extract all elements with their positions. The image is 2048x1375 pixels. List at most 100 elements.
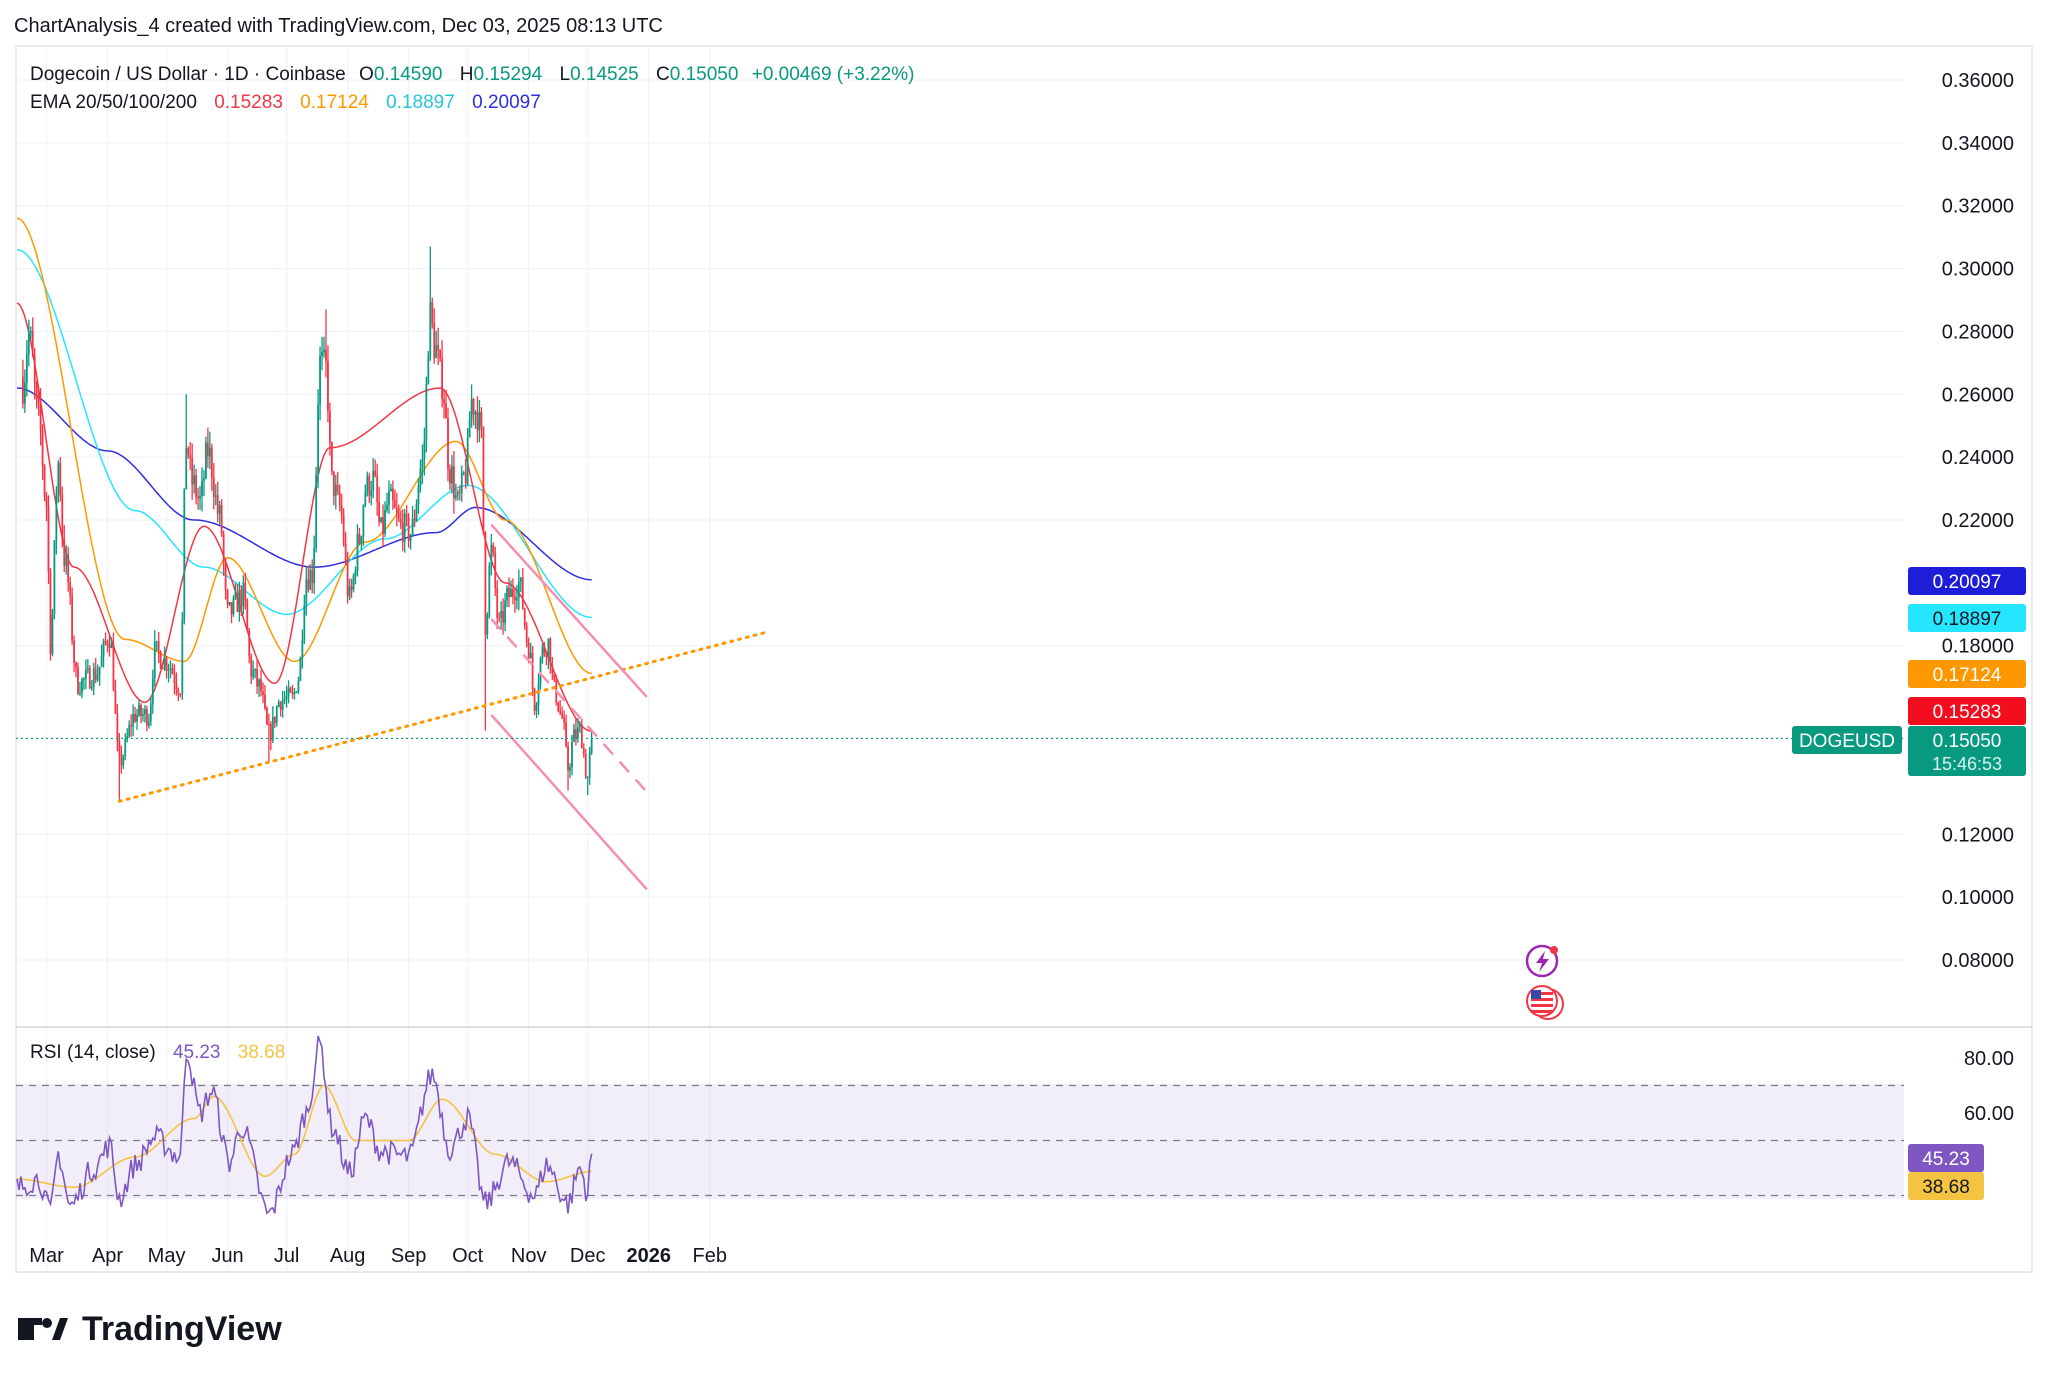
- candle[interactable]: [140, 703, 142, 724]
- time-axis[interactable]: Mar Apr May Jun Jul Aug Sep Oct Nov Dec 2026 Feb: [29, 1245, 727, 1267]
- candle[interactable]: [53, 540, 56, 620]
- candle[interactable]: [378, 486, 381, 527]
- candle[interactable]: [98, 666, 101, 686]
- candle[interactable]: [443, 389, 445, 419]
- candle[interactable]: [523, 607, 526, 630]
- candle[interactable]: [22, 359, 24, 409]
- candle[interactable]: [273, 716, 276, 729]
- candle[interactable]: [106, 639, 109, 653]
- candle[interactable]: [271, 706, 274, 744]
- candle[interactable]: [104, 632, 107, 646]
- candle[interactable]: [490, 534, 493, 576]
- candle[interactable]: [275, 705, 278, 727]
- candle[interactable]: [173, 664, 176, 695]
- candle[interactable]: [512, 578, 514, 605]
- candle[interactable]: [307, 565, 310, 593]
- candle[interactable]: [147, 713, 150, 729]
- candle[interactable]: [165, 655, 168, 679]
- candle[interactable]: [118, 733, 121, 800]
- candle[interactable]: [266, 706, 268, 726]
- candle[interactable]: [315, 466, 318, 553]
- candle[interactable]: [59, 456, 62, 502]
- candle[interactable]: [81, 677, 83, 699]
- candle[interactable]: [73, 635, 75, 673]
- candle[interactable]: [441, 340, 443, 408]
- candle[interactable]: [39, 388, 42, 446]
- candle[interactable]: [242, 575, 245, 615]
- candle[interactable]: [327, 345, 329, 423]
- candle[interactable]: [246, 598, 249, 632]
- candle[interactable]: [476, 396, 479, 443]
- candle[interactable]: [492, 542, 495, 557]
- candle[interactable]: [557, 701, 560, 713]
- candle[interactable]: [126, 728, 129, 743]
- candle[interactable]: [199, 485, 201, 510]
- candle[interactable]: [311, 559, 314, 594]
- candle[interactable]: [545, 651, 548, 666]
- candle[interactable]: [431, 297, 434, 329]
- candle[interactable]: [417, 478, 420, 514]
- candle[interactable]: [49, 567, 52, 661]
- candle[interactable]: [110, 637, 113, 649]
- candle[interactable]: [411, 505, 414, 536]
- candle[interactable]: [35, 380, 38, 409]
- us-flag-event-icon[interactable]: [1526, 985, 1564, 1020]
- candle[interactable]: [565, 714, 567, 748]
- candle[interactable]: [303, 594, 306, 644]
- candle[interactable]: [157, 632, 160, 663]
- candle[interactable]: [330, 441, 333, 476]
- candle[interactable]: [55, 486, 58, 555]
- candle[interactable]: [218, 500, 221, 525]
- candle[interactable]: [264, 685, 266, 711]
- candle[interactable]: [569, 763, 571, 779]
- candle[interactable]: [329, 402, 331, 456]
- candle[interactable]: [193, 464, 196, 494]
- candle[interactable]: [33, 347, 36, 400]
- candle[interactable]: [563, 710, 566, 730]
- candle[interactable]: [67, 546, 70, 592]
- candle[interactable]: [449, 464, 451, 490]
- candle[interactable]: [228, 602, 231, 606]
- candle[interactable]: [305, 566, 308, 616]
- candle[interactable]: [83, 677, 85, 690]
- candle[interactable]: [525, 621, 528, 648]
- candle[interactable]: [403, 509, 406, 553]
- candle[interactable]: [466, 427, 469, 486]
- candle[interactable]: [348, 578, 351, 601]
- candle[interactable]: [547, 638, 550, 670]
- candle[interactable]: [346, 551, 349, 604]
- candle[interactable]: [334, 474, 337, 510]
- candle[interactable]: [222, 530, 225, 576]
- candle[interactable]: [386, 492, 388, 513]
- candle[interactable]: [376, 463, 379, 516]
- candle[interactable]: [181, 611, 184, 700]
- candle[interactable]: [224, 558, 227, 600]
- candle[interactable]: [277, 699, 280, 708]
- candle[interactable]: [447, 407, 449, 482]
- candle[interactable]: [529, 642, 532, 659]
- candle[interactable]: [494, 546, 497, 596]
- candle[interactable]: [214, 484, 217, 506]
- candle[interactable]: [484, 531, 487, 731]
- price-axis[interactable]: 0.36000 0.34000 0.32000 0.30000 0.28000 0.260…: [1942, 70, 2014, 972]
- candle[interactable]: [488, 562, 491, 619]
- candle[interactable]: [301, 629, 304, 669]
- candle[interactable]: [86, 659, 89, 674]
- candle[interactable]: [445, 389, 447, 419]
- candle[interactable]: [464, 458, 467, 489]
- candle[interactable]: [510, 580, 512, 598]
- candle[interactable]: [325, 309, 327, 378]
- candle[interactable]: [216, 481, 219, 523]
- candle[interactable]: [232, 595, 235, 617]
- candle[interactable]: [517, 569, 520, 611]
- candle[interactable]: [134, 706, 136, 724]
- candle[interactable]: [340, 493, 343, 524]
- candle[interactable]: [183, 488, 186, 625]
- candle[interactable]: [206, 427, 209, 469]
- candle[interactable]: [537, 673, 540, 715]
- candle[interactable]: [100, 644, 103, 668]
- candle[interactable]: [531, 645, 534, 697]
- candle[interactable]: [372, 457, 375, 499]
- candle[interactable]: [350, 578, 353, 599]
- candle[interactable]: [486, 612, 489, 640]
